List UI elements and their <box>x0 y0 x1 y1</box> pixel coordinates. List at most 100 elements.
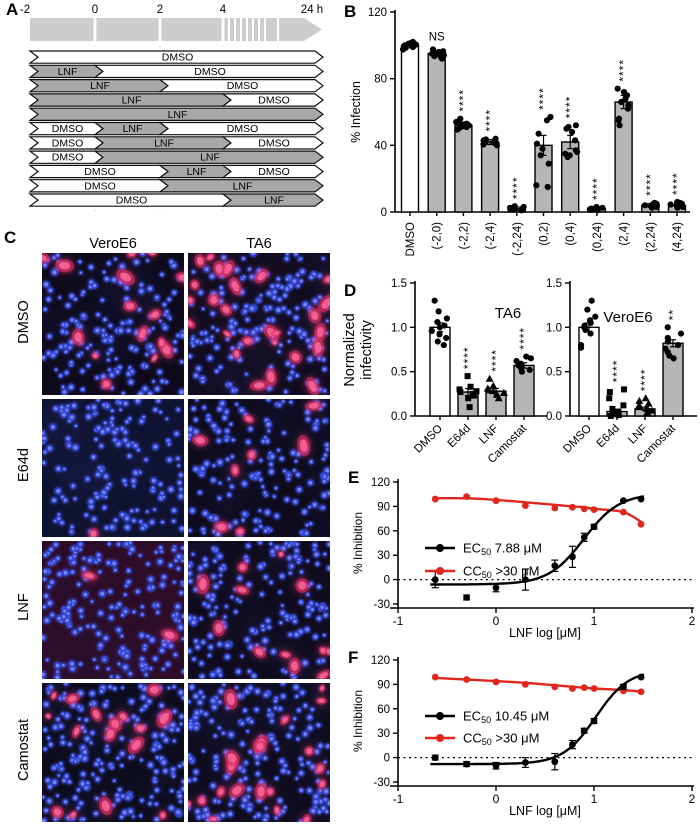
panel-label-a: A <box>6 0 19 19</box>
svg-text:LNF: LNF <box>90 80 110 92</box>
svg-text:LNF: LNF <box>168 109 188 121</box>
svg-text:(0,24): (0,24) <box>592 222 604 252</box>
svg-text:(2,24): (2,24) <box>645 222 657 252</box>
svg-text:1.5: 1.5 <box>546 278 562 290</box>
svg-text:(-2,24): (-2,24) <box>512 222 524 256</box>
svg-text:VeroE6: VeroE6 <box>603 309 652 326</box>
svg-text:DMSO: DMSO <box>227 80 259 92</box>
svg-text:1.0: 1.0 <box>546 322 562 334</box>
svg-text:1: 1 <box>591 792 598 806</box>
svg-text:****: **** <box>610 360 624 383</box>
micrograph-camostat-veroe6 <box>42 683 184 822</box>
svg-text:****: **** <box>638 369 652 392</box>
svg-text:LNF log [μM]: LNF log [μM] <box>509 626 581 640</box>
svg-text:-30: -30 <box>373 599 390 611</box>
svg-text:****: **** <box>461 346 475 369</box>
dose-response-chart-e: -30 0 30 60 90 120 -1 0 1 2 LNF log [μM] % Inhibiti… <box>351 477 696 640</box>
svg-text:(-2,2): (-2,2) <box>458 222 470 250</box>
micrograph-dmso-ta6 <box>188 253 330 395</box>
svg-text:0.5: 0.5 <box>391 367 407 379</box>
svg-text:NS: NS <box>429 32 445 44</box>
treatment-timeline-diagram: -2 0 2 4 24 h DMSO LNF DMSO LNF DMSO LNF DMSO LNF DMS… <box>20 4 324 212</box>
svg-text:TA6: TA6 <box>495 305 521 322</box>
svg-text:120: 120 <box>371 477 390 489</box>
svg-text:0.5: 0.5 <box>546 367 562 379</box>
svg-text:DMSO: DMSO <box>84 166 116 178</box>
svg-text:Normalized: Normalized <box>342 313 358 386</box>
svg-text:2: 2 <box>689 792 696 806</box>
svg-text:120: 120 <box>368 7 387 19</box>
svg-text:% Inhibition: % Inhibition <box>351 690 365 752</box>
svg-text:EC50 7.88 μM: EC50 7.88 μM <box>463 541 542 558</box>
svg-text:(0,2): (0,2) <box>539 222 551 246</box>
svg-text:4: 4 <box>220 4 227 16</box>
svg-text:90: 90 <box>377 679 390 691</box>
svg-text:LNF log [μM]: LNF log [μM] <box>509 804 581 818</box>
svg-text:(0,4): (0,4) <box>565 222 577 246</box>
svg-text:****: **** <box>489 349 503 372</box>
svg-text:40: 40 <box>374 140 387 152</box>
svg-text:0: 0 <box>493 792 500 806</box>
panel-label-f: F <box>348 648 359 667</box>
svg-text:0: 0 <box>493 614 500 628</box>
svg-text:****: **** <box>510 176 524 199</box>
svg-text:(2,4): (2,4) <box>619 222 631 246</box>
infection-bar-chart: 0 40 80 120 % Infection DMSO NS (-2,0) **** (-2,2… <box>349 7 690 257</box>
svg-text:infectivity: infectivity <box>359 319 375 379</box>
svg-text:0: 0 <box>92 4 98 16</box>
svg-text:DMSO: DMSO <box>162 52 194 64</box>
svg-text:LNF: LNF <box>123 123 143 135</box>
svg-text:****: **** <box>537 87 551 110</box>
micrograph-lnf-ta6 <box>188 541 330 679</box>
svg-text:DMSO: DMSO <box>561 423 594 456</box>
svg-text:30: 30 <box>377 550 390 562</box>
svg-text:0: 0 <box>384 575 390 587</box>
svg-text:LNF: LNF <box>477 423 501 447</box>
svg-text:0: 0 <box>381 207 387 219</box>
column-header-ta6: TA6 <box>246 236 272 252</box>
svg-text:0.0: 0.0 <box>391 411 407 423</box>
micrograph-e64d-veroe6 <box>42 399 184 537</box>
svg-text:LNF: LNF <box>264 195 284 207</box>
row-label-camostat: Camostat <box>16 718 32 782</box>
svg-text:****: **** <box>670 172 684 195</box>
svg-text:DMSO: DMSO <box>258 137 290 149</box>
svg-text:0: 0 <box>384 753 390 765</box>
svg-text:1.0: 1.0 <box>391 322 407 334</box>
dose-response-chart-f: -30 0 30 60 90 120 -1 0 1 2 LNF log [μM] % Inhibiti… <box>351 655 696 818</box>
svg-text:EC50 10.45 μM: EC50 10.45 μM <box>463 709 549 726</box>
svg-text:30: 30 <box>377 728 390 740</box>
svg-text:(4,24): (4,24) <box>672 222 684 252</box>
svg-text:DMSO: DMSO <box>52 137 84 149</box>
svg-text:1: 1 <box>591 614 598 628</box>
svg-text:****: **** <box>617 59 631 82</box>
row-label-dmso: DMSO <box>16 300 32 344</box>
svg-text:LNF: LNF <box>154 137 174 149</box>
svg-text:(-2,0): (-2,0) <box>432 222 444 250</box>
svg-text:E64d: E64d <box>446 423 473 450</box>
svg-text:DMSO: DMSO <box>52 152 84 164</box>
panel-label-d: D <box>344 281 357 300</box>
micrograph-dmso-veroe6 <box>42 253 184 395</box>
svg-text:-1: -1 <box>393 792 404 806</box>
svg-text:24 h: 24 h <box>301 4 323 16</box>
panel-label-b: B <box>344 2 357 21</box>
svg-text:120: 120 <box>371 655 390 667</box>
svg-text:90: 90 <box>377 501 390 513</box>
svg-text:DMSO: DMSO <box>227 123 259 135</box>
svg-text:0.0: 0.0 <box>546 411 562 423</box>
svg-text:DMSO: DMSO <box>194 66 226 78</box>
svg-text:****: **** <box>517 327 531 350</box>
svg-text:****: **** <box>456 89 470 112</box>
svg-text:% Infection: % Infection <box>349 81 363 143</box>
svg-text:80: 80 <box>374 74 387 86</box>
svg-text:60: 60 <box>377 704 390 716</box>
svg-text:(-2,4): (-2,4) <box>485 222 497 250</box>
svg-text:% Inhibition: % Inhibition <box>351 512 365 574</box>
micrograph-camostat-ta6 <box>188 683 330 822</box>
svg-text:DMSO: DMSO <box>116 195 148 207</box>
svg-text:2: 2 <box>157 4 163 16</box>
svg-text:DMSO: DMSO <box>412 423 445 456</box>
svg-text:LNF: LNF <box>122 95 142 107</box>
